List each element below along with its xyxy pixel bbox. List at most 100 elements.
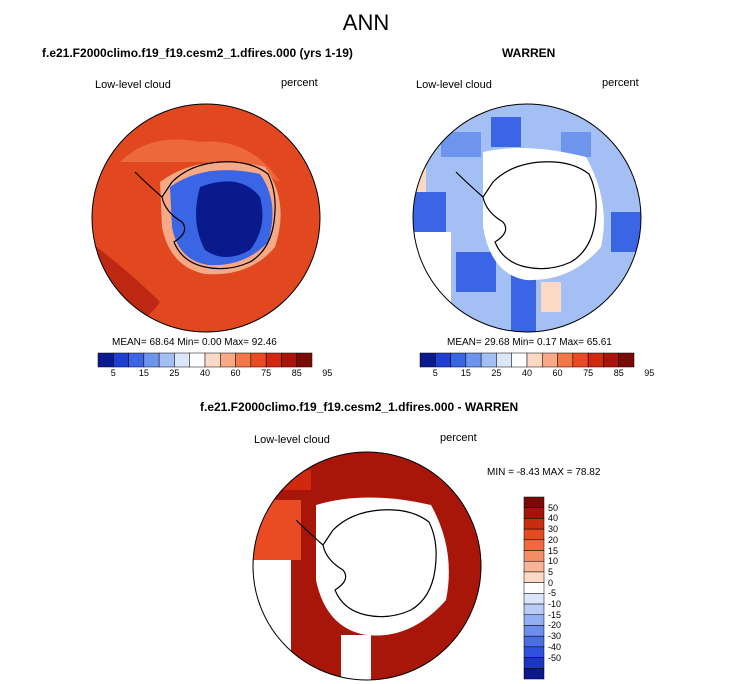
- diff-colorbar-tick-label: 10: [548, 556, 559, 567]
- model-colorbar-tick-label: 95: [322, 368, 333, 378]
- diff-interior-blank: [316, 497, 449, 636]
- model-colorbar-tick-label: 5: [110, 368, 116, 378]
- model-colorbar-tick-label: 75: [261, 368, 272, 378]
- model-colorbar-swatch: [174, 352, 190, 368]
- obs-polar-map: [412, 103, 642, 333]
- model-colorbar: [97, 352, 313, 368]
- diff-colorbar-swatch: [523, 635, 545, 648]
- diff-colorbar-swatch: [523, 614, 545, 626]
- diff-colorbar-tick-label: -40: [548, 641, 562, 652]
- diff-variable-label: Low-level cloud: [254, 434, 330, 446]
- diff-colorbar-tick-label: -15: [548, 609, 562, 620]
- diff-stats: MIN = -8.43 MAX = 78.82: [487, 467, 601, 478]
- obs-panel-title: WARREN: [502, 46, 556, 60]
- model-colorbar-swatch: [265, 352, 282, 368]
- obs-stats: MEAN= 29.68 Min= 0.17 Max= 65.61: [447, 337, 612, 348]
- model-colorbar-swatch: [281, 352, 297, 368]
- model-colorbar-swatch: [97, 352, 114, 368]
- diff-colorbar-swatch: [523, 593, 545, 605]
- model-colorbar-swatch: [250, 352, 267, 368]
- obs-continent-outline: [482, 161, 597, 270]
- diff-colorbar-tick-label: -20: [548, 620, 562, 631]
- model-colorbar-swatch: [189, 352, 206, 368]
- obs-colorbar-swatch: [603, 352, 619, 368]
- obs-colorbar: [419, 352, 635, 368]
- diff-colorbar-swatch: [523, 550, 545, 562]
- model-colorbar-swatch: [113, 352, 129, 368]
- model-interior-core: [196, 181, 263, 257]
- model-colorbar-tick-label: 60: [230, 368, 241, 378]
- obs-units-label: percent: [602, 77, 639, 89]
- diff-colorbar-tick-label: 5: [548, 566, 554, 577]
- model-panel-title: f.e21.F2000climo.f19_f19.cesm2_1.dfires.…: [42, 46, 353, 60]
- obs-colorbar-swatch: [419, 352, 436, 368]
- model-colorbar-swatch: [235, 352, 252, 368]
- obs-colorbar-swatch: [465, 352, 482, 368]
- model-colorbar-tick-label: 85: [291, 368, 302, 378]
- obs-colorbar-tick-label: 40: [521, 368, 533, 378]
- obs-colorbar-tick-label: 75: [583, 368, 594, 378]
- diff-colorbar-swatch: [523, 560, 545, 573]
- obs-colorbar-swatch: [526, 352, 543, 368]
- obs-colorbar-tick-label: 95: [644, 368, 655, 378]
- model-colorbar-swatch: [158, 352, 175, 368]
- diff-colorbar-tick-label: 15: [548, 545, 559, 556]
- diff-colorbar-swatch: [523, 518, 545, 530]
- model-colorbar-swatch: [204, 352, 221, 368]
- diff-colorbar-swatch: [523, 603, 545, 616]
- diff-colorbar-tick-label: 20: [548, 534, 559, 545]
- obs-colorbar-swatch: [557, 352, 574, 368]
- obs-colorbar-swatch: [618, 352, 635, 368]
- model-colorbar-swatch: [220, 352, 236, 368]
- model-colorbar-swatch: [296, 352, 313, 368]
- obs-interior-blank: [483, 148, 604, 281]
- obs-colorbar-swatch: [542, 352, 558, 368]
- obs-variable-label: Low-level cloud: [416, 79, 492, 91]
- diff-colorbar-swatch: [523, 507, 545, 519]
- obs-colorbar-swatch: [511, 352, 528, 368]
- diff-colorbar-swatch: [523, 571, 545, 583]
- obs-peninsula-outline: [455, 171, 484, 198]
- diff-colorbar-tick-label: -5: [548, 588, 557, 599]
- obs-colorbar-swatch: [435, 352, 451, 368]
- diff-colorbar-swatch: [523, 528, 545, 541]
- diff-colorbar-swatch: [523, 496, 545, 508]
- diff-polar-map: [252, 451, 482, 681]
- model-colorbar-tick-label: 15: [138, 368, 149, 378]
- diff-peninsula-outline: [295, 519, 324, 546]
- model-colorbar-tick-label: 25: [169, 368, 180, 378]
- diff-colorbar-swatch: [523, 646, 545, 658]
- diff-colorbar-tick-label: 50: [548, 502, 559, 513]
- figure-title: ANN: [342, 10, 390, 35]
- diff-colorbar-ticks: 50 40 30 20 15 10 5 0 -5 -10 -15 -20 -30 -40 -50: [548, 497, 578, 679]
- diff-colorbar-tick-label: 40: [548, 513, 559, 524]
- obs-colorbar-swatch: [587, 352, 604, 368]
- diff-colorbar-tick-label: 0: [548, 577, 554, 588]
- diff-colorbar-swatch: [523, 625, 545, 637]
- diff-colorbar-swatch: [523, 657, 545, 669]
- model-variable-label: Low-level cloud: [95, 79, 171, 91]
- diff-continent-outline: [322, 509, 437, 618]
- diff-panel-title: f.e21.F2000climo.f19_f19.cesm2_1.dfires.…: [200, 400, 519, 414]
- model-polar-map: [91, 103, 321, 333]
- model-colorbar-swatch: [128, 352, 145, 368]
- diff-colorbar-swatch: [523, 668, 545, 680]
- diff-units-label: percent: [440, 432, 477, 444]
- obs-colorbar-tick-label: 25: [491, 368, 502, 378]
- diff-colorbar-tick-label: -30: [548, 631, 562, 642]
- model-stats: MEAN= 68.64 Min= 0.00 Max= 92.46: [112, 337, 277, 348]
- diff-colorbar: [523, 496, 545, 680]
- model-colorbar-ticks: 5 15 25 40 60 75 85 95: [98, 368, 333, 380]
- obs-colorbar-tick-label: 5: [432, 368, 438, 378]
- model-peninsula-outline: [134, 171, 163, 198]
- diff-colorbar-tick-label: -50: [548, 652, 562, 663]
- obs-colorbar-swatch: [480, 352, 497, 368]
- diff-colorbar-swatch: [523, 539, 545, 551]
- obs-colorbar-swatch: [450, 352, 467, 368]
- obs-colorbar-tick-label: 85: [613, 368, 624, 378]
- diff-colorbar-tick-label: 30: [548, 524, 559, 535]
- model-units-label: percent: [281, 77, 318, 89]
- obs-colorbar-ticks: 5 15 25 40 60 75 85 95: [420, 368, 655, 380]
- model-lighter-band: [120, 139, 280, 182]
- obs-colorbar-tick-label: 60: [552, 368, 563, 378]
